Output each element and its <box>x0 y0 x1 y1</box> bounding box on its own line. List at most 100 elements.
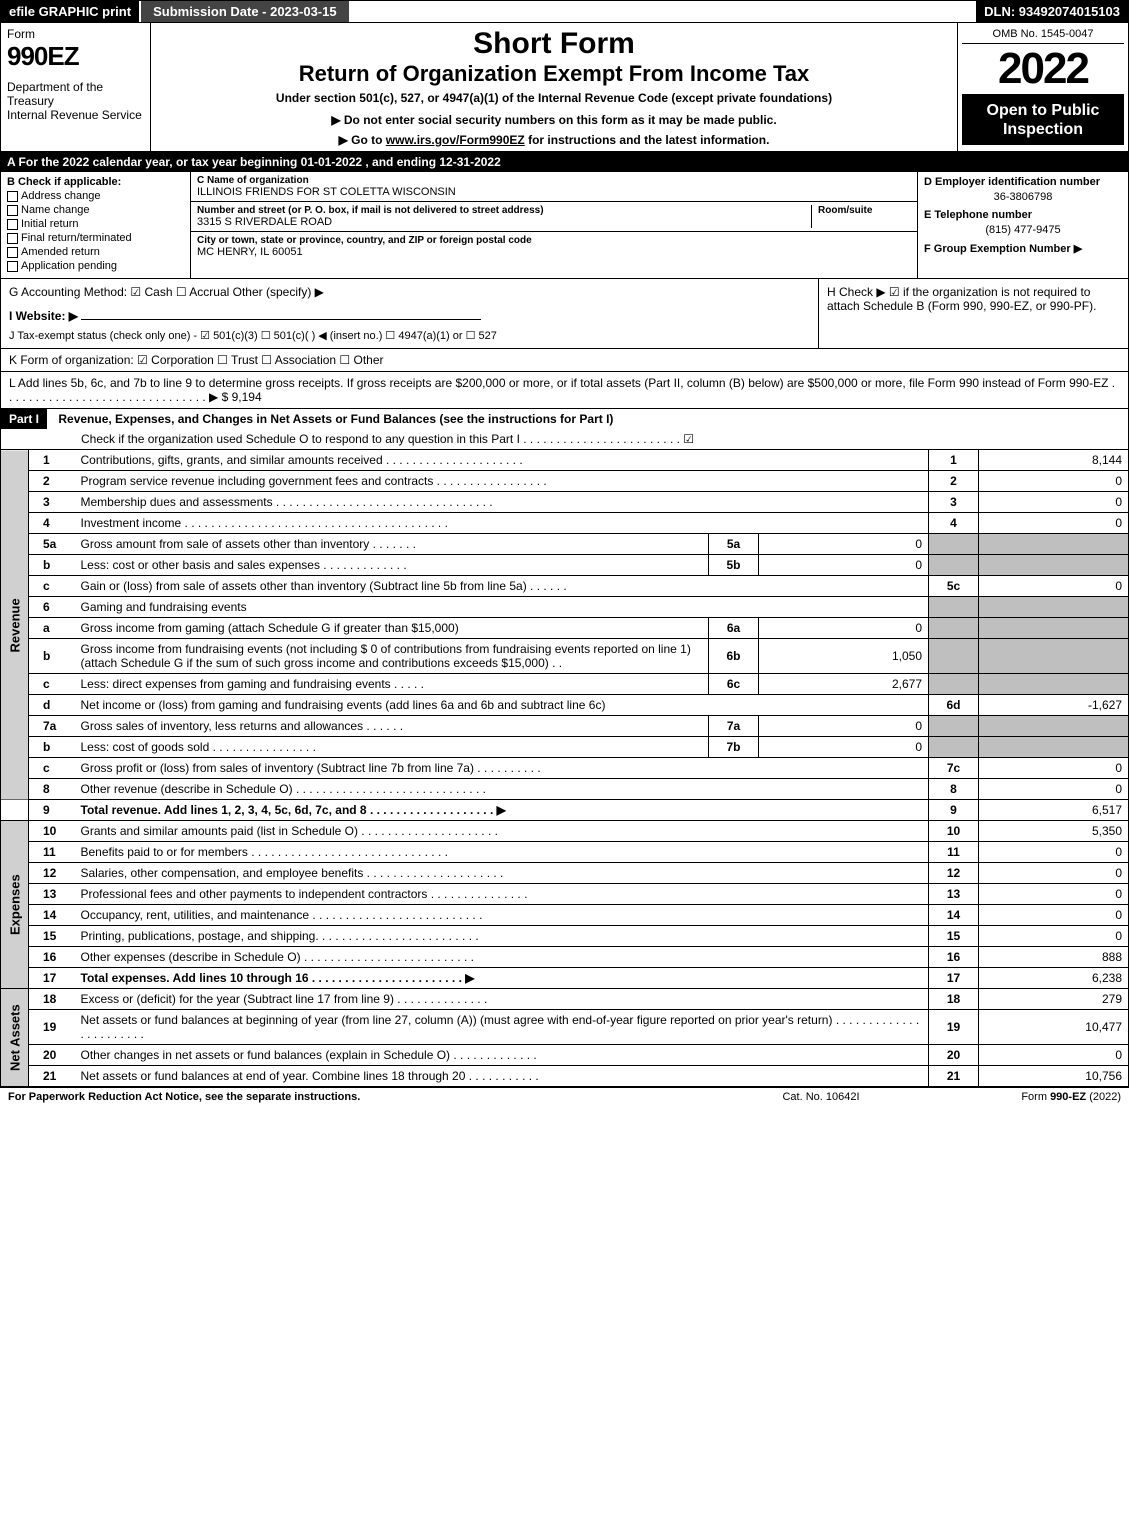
chk-application-pending[interactable]: Application pending <box>7 260 184 272</box>
section-bcd: B Check if applicable: Address change Na… <box>0 172 1129 279</box>
goto-text: ▶ Go to www.irs.gov/Form990EZ for instru… <box>159 133 949 147</box>
line-10: Expenses 10 Grants and similar amounts p… <box>1 821 1129 842</box>
line-5b: b Less: cost or other basis and sales ex… <box>1 555 1129 576</box>
col-c-org-info: C Name of organization ILLINOIS FRIENDS … <box>191 172 918 278</box>
open-to-public: Open to Public Inspection <box>962 95 1124 145</box>
org-name-row: C Name of organization ILLINOIS FRIENDS … <box>191 172 917 202</box>
submission-date: Submission Date - 2023-03-15 <box>139 1 349 22</box>
tax-year: 2022 <box>962 44 1124 95</box>
room-label: Room/suite <box>818 205 911 216</box>
line-20: 20 Other changes in net assets or fund b… <box>1 1045 1129 1066</box>
line-17: 17 Total expenses. Add lines 10 through … <box>1 968 1129 989</box>
goto-post: for instructions and the latest informat… <box>525 133 770 147</box>
omb-number: OMB No. 1545-0047 <box>962 25 1124 44</box>
line-21: 21 Net assets or fund balances at end of… <box>1 1066 1129 1087</box>
line-7b: b Less: cost of goods sold . . . . . . .… <box>1 737 1129 758</box>
footer-right: Form 990-EZ (2022) <box>921 1091 1121 1103</box>
street-value: 3315 S RIVERDALE ROAD <box>197 216 811 228</box>
org-name: ILLINOIS FRIENDS FOR ST COLETTA WISCONSI… <box>197 186 911 198</box>
ein-label: D Employer identification number <box>924 176 1122 188</box>
street-label: Number and street (or P. O. box, if mail… <box>197 205 811 216</box>
header-left: Form 990EZ Department of the Treasury In… <box>1 23 151 151</box>
part1-label: Part I <box>1 409 47 429</box>
line-2: 2 Program service revenue including gove… <box>1 471 1129 492</box>
website-row: I Website: ▶ <box>9 309 810 323</box>
chk-amended-return[interactable]: Amended return <box>7 246 184 258</box>
top-bar: efile GRAPHIC print Submission Date - 20… <box>0 0 1129 23</box>
tel-label: E Telephone number <box>924 209 1122 221</box>
chk-final-return[interactable]: Final return/terminated <box>7 232 184 244</box>
line-6b: b Gross income from fundraising events (… <box>1 639 1129 674</box>
part1-title: Revenue, Expenses, and Changes in Net As… <box>50 412 613 426</box>
website-input[interactable] <box>81 319 481 320</box>
chk-address-change[interactable]: Address change <box>7 190 184 202</box>
line-6a: a Gross income from gaming (attach Sched… <box>1 618 1129 639</box>
city-value: MC HENRY, IL 60051 <box>197 246 911 258</box>
footer-center: Cat. No. 10642I <box>721 1091 921 1103</box>
city-label: City or town, state or province, country… <box>197 235 911 246</box>
form-number: 990EZ <box>7 41 144 72</box>
section-h: H Check ▶ ☑ if the organization is not r… <box>818 279 1128 348</box>
col-b-title: B Check if applicable: <box>7 176 184 188</box>
part1-header-row: Part I Revenue, Expenses, and Changes in… <box>0 409 1129 450</box>
line-6: 6 Gaming and fundraising events <box>1 597 1129 618</box>
title-short: Short Form <box>159 27 949 61</box>
lines-table: Revenue 1 Contributions, gifts, grants, … <box>0 450 1129 1087</box>
header-right: OMB No. 1545-0047 2022 Open to Public In… <box>958 23 1128 151</box>
line-18: Net Assets 18 Excess or (deficit) for th… <box>1 989 1129 1010</box>
tel-value: (815) 477-9475 <box>924 224 1122 236</box>
chk-name-change[interactable]: Name change <box>7 204 184 216</box>
dept-label: Department of the Treasury Internal Reve… <box>7 80 144 122</box>
accounting-method: G Accounting Method: ☑ Cash ☐ Accrual Ot… <box>9 285 810 299</box>
row-l-amount: 9,194 <box>232 390 262 404</box>
line-12: 12 Salaries, other compensation, and emp… <box>1 863 1129 884</box>
warning-text: ▶ Do not enter social security numbers o… <box>159 113 949 127</box>
side-revenue: Revenue <box>1 450 29 800</box>
line-1: Revenue 1 Contributions, gifts, grants, … <box>1 450 1129 471</box>
street-row: Number and street (or P. O. box, if mail… <box>191 202 917 232</box>
line-6d: d Net income or (loss) from gaming and f… <box>1 695 1129 716</box>
line-14: 14 Occupancy, rent, utilities, and maint… <box>1 905 1129 926</box>
line-5c: c Gain or (loss) from sale of assets oth… <box>1 576 1129 597</box>
form-header: Form 990EZ Department of the Treasury In… <box>0 23 1129 153</box>
line-5a: 5a Gross amount from sale of assets othe… <box>1 534 1129 555</box>
section-ghij: G Accounting Method: ☑ Cash ☐ Accrual Ot… <box>0 279 1129 349</box>
goto-pre: ▶ Go to <box>339 133 386 147</box>
part1-check: Check if the organization used Schedule … <box>1 429 1128 449</box>
tax-exempt-status: J Tax-exempt status (check only one) - ☑… <box>9 329 810 342</box>
chk-initial-return[interactable]: Initial return <box>7 218 184 230</box>
line-13: 13 Professional fees and other payments … <box>1 884 1129 905</box>
line-6c: c Less: direct expenses from gaming and … <box>1 674 1129 695</box>
city-row: City or town, state or province, country… <box>191 232 917 261</box>
line-4: 4 Investment income . . . . . . . . . . … <box>1 513 1129 534</box>
footer-left: For Paperwork Reduction Act Notice, see … <box>8 1091 721 1103</box>
title-long: Return of Organization Exempt From Incom… <box>159 61 949 87</box>
line-7c: c Gross profit or (loss) from sales of i… <box>1 758 1129 779</box>
subtitle: Under section 501(c), 527, or 4947(a)(1)… <box>159 91 949 105</box>
line-11: 11 Benefits paid to or for members . . .… <box>1 842 1129 863</box>
form-label: Form <box>7 27 144 41</box>
side-net-assets: Net Assets <box>1 989 29 1087</box>
header-center: Short Form Return of Organization Exempt… <box>151 23 958 151</box>
org-name-label: C Name of organization <box>197 175 911 186</box>
row-l-gross-receipts: L Add lines 5b, 6c, and 7b to line 9 to … <box>0 372 1129 409</box>
line-19: 19 Net assets or fund balances at beginn… <box>1 1010 1129 1045</box>
col-d-ids: D Employer identification number 36-3806… <box>918 172 1128 278</box>
line-16: 16 Other expenses (describe in Schedule … <box>1 947 1129 968</box>
goto-link[interactable]: www.irs.gov/Form990EZ <box>386 133 525 147</box>
line-9: 9 Total revenue. Add lines 1, 2, 3, 4, 5… <box>1 800 1129 821</box>
row-l-text: L Add lines 5b, 6c, and 7b to line 9 to … <box>9 376 1115 404</box>
spacer <box>349 1 977 22</box>
row-a-tax-year: A For the 2022 calendar year, or tax yea… <box>0 153 1129 172</box>
dln-label: DLN: 93492074015103 <box>976 1 1128 22</box>
efile-label[interactable]: efile GRAPHIC print <box>1 1 139 22</box>
section-g-left: G Accounting Method: ☑ Cash ☐ Accrual Ot… <box>1 279 818 348</box>
line-8: 8 Other revenue (describe in Schedule O)… <box>1 779 1129 800</box>
line-15: 15 Printing, publications, postage, and … <box>1 926 1129 947</box>
line-3: 3 Membership dues and assessments . . . … <box>1 492 1129 513</box>
col-b-checkboxes: B Check if applicable: Address change Na… <box>1 172 191 278</box>
row-k-form-org: K Form of organization: ☑ Corporation ☐ … <box>0 349 1129 372</box>
side-expenses: Expenses <box>1 821 29 989</box>
page-footer: For Paperwork Reduction Act Notice, see … <box>0 1087 1129 1106</box>
group-exemption-label: F Group Exemption Number ▶ <box>924 242 1122 255</box>
